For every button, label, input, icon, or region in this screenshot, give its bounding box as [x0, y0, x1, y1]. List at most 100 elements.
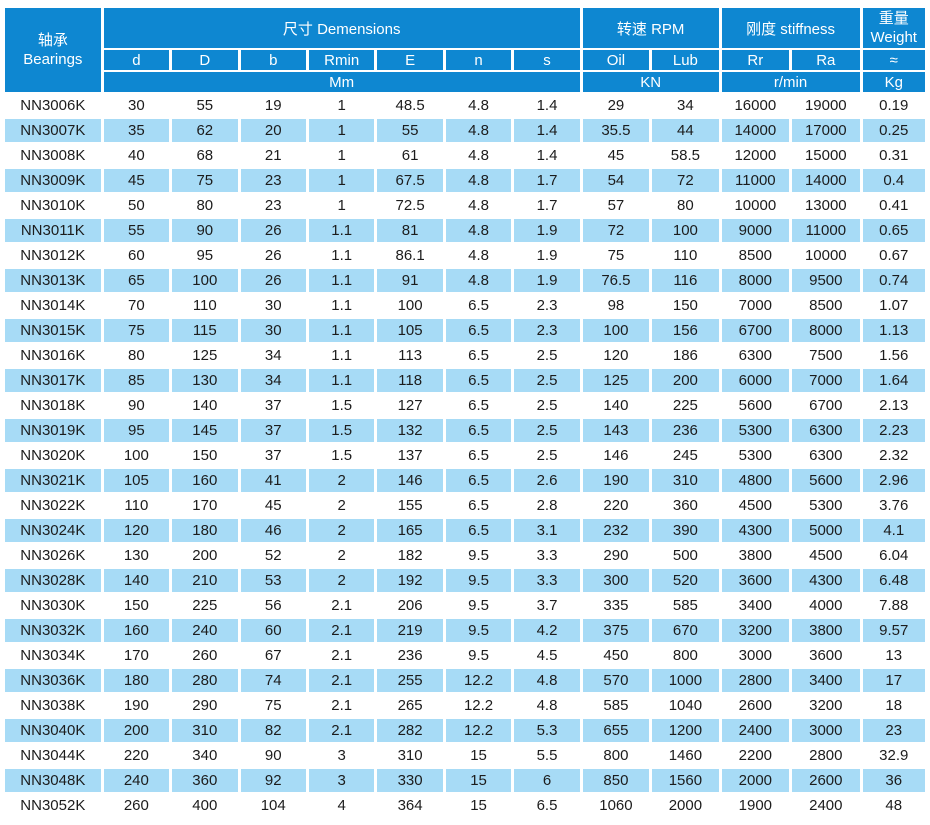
- table-row: NN3013K 65 100 26 1.1 91 4.8 1.9 76.5 116 8000 9500…: [5, 269, 925, 292]
- cell-value: 4.8: [514, 669, 580, 692]
- cell-value: 35.5: [582, 119, 650, 142]
- cell-value: 6.5: [445, 344, 512, 367]
- table-row: NN3052K 260 400 104 4 364 15 6.5 1060 2000 1900 240…: [5, 794, 925, 817]
- cell-value: 85: [103, 369, 170, 392]
- cell-value: 14000: [792, 169, 860, 192]
- cell-value: 4.1: [862, 519, 925, 542]
- cell-value: 130: [103, 544, 170, 567]
- unit-header-1: KN: [582, 72, 719, 92]
- cell-value: 240: [172, 619, 238, 642]
- cell-value: 45: [240, 494, 306, 517]
- cell-value: 74: [240, 669, 306, 692]
- cell-value: 190: [582, 469, 650, 492]
- cell-value: 90: [240, 744, 306, 767]
- cell-value: 500: [652, 544, 719, 567]
- table-row: NN3006K 30 55 19 1 48.5 4.8 1.4 29 34 16000 19000 0.…: [5, 94, 925, 117]
- cell-value: 335: [582, 594, 650, 617]
- col-header-10: Ra: [792, 50, 860, 70]
- cell-value: 2800: [792, 744, 860, 767]
- cell-value: 118: [377, 369, 443, 392]
- cell-value: 75: [172, 169, 238, 192]
- cell-value: 6.5: [445, 444, 512, 467]
- cell-value: 6.5: [445, 294, 512, 317]
- cell-value: 86.1: [377, 244, 443, 267]
- cell-value: 360: [652, 494, 719, 517]
- cell-value: 2400: [721, 719, 790, 742]
- col-header-6: s: [514, 50, 580, 70]
- cell-value: 12000: [721, 144, 790, 167]
- cell-value: 7.88: [862, 594, 925, 617]
- table-row: NN3009K 45 75 23 1 67.5 4.8 1.7 54 72 11000 14000 0.…: [5, 169, 925, 192]
- cell-value: 4.8: [445, 194, 512, 217]
- cell-bearing-name: NN3038K: [5, 694, 101, 717]
- cell-value: 81: [377, 219, 443, 242]
- col-header-7: Oil: [582, 50, 650, 70]
- cell-value: 6: [514, 769, 580, 792]
- cell-value: 9.5: [445, 644, 512, 667]
- cell-value: 2.1: [308, 619, 375, 642]
- cell-value: 2400: [792, 794, 860, 817]
- cell-value: 300: [582, 569, 650, 592]
- cell-value: 19000: [792, 94, 860, 117]
- cell-value: 4.8: [445, 119, 512, 142]
- cell-value: 375: [582, 619, 650, 642]
- cell-value: 76.5: [582, 269, 650, 292]
- table-row: NN3028K 140 210 53 2 192 9.5 3.3 300 520 3600 4300 6…: [5, 569, 925, 592]
- bearings-spec-table: 轴承 Bearings 尺寸 Demensions 转速 RPM 刚度 stif…: [2, 6, 928, 819]
- cell-value: 6000: [721, 369, 790, 392]
- cell-value: 160: [172, 469, 238, 492]
- cell-value: 30: [240, 319, 306, 342]
- cell-value: 10000: [721, 194, 790, 217]
- cell-value: 2.3: [514, 294, 580, 317]
- cell-value: 11000: [792, 219, 860, 242]
- table-row: NN3020K 100 150 37 1.5 137 6.5 2.5 146 245 5300 630…: [5, 444, 925, 467]
- cell-value: 186: [652, 344, 719, 367]
- cell-value: 2000: [721, 769, 790, 792]
- cell-value: 82: [240, 719, 306, 742]
- cell-value: 200: [652, 369, 719, 392]
- cell-value: 3600: [792, 644, 860, 667]
- cell-value: 60: [103, 244, 170, 267]
- cell-value: 11000: [721, 169, 790, 192]
- cell-value: 400: [172, 794, 238, 817]
- cell-value: 98: [582, 294, 650, 317]
- cell-value: 165: [377, 519, 443, 542]
- cell-value: 6.5: [445, 369, 512, 392]
- table-row: NN3022K 110 170 45 2 155 6.5 2.8 220 360 4500 5300 3…: [5, 494, 925, 517]
- cell-value: 4.5: [514, 644, 580, 667]
- cell-bearing-name: NN3026K: [5, 544, 101, 567]
- cell-value: 6.5: [445, 394, 512, 417]
- cell-value: 80: [103, 344, 170, 367]
- cell-value: 340: [172, 744, 238, 767]
- cell-value: 1: [308, 169, 375, 192]
- cell-value: 15: [445, 769, 512, 792]
- table-row: NN3036K 180 280 74 2.1 255 12.2 4.8 570 1000 2800 3…: [5, 669, 925, 692]
- cell-value: 26: [240, 244, 306, 267]
- cell-value: 2: [308, 519, 375, 542]
- cell-value: 4.8: [445, 244, 512, 267]
- table-row: NN3014K 70 110 30 1.1 100 6.5 2.3 98 150 7000 8500 1…: [5, 294, 925, 317]
- cell-value: 1.4: [514, 144, 580, 167]
- table-row: NN3044K 220 340 90 3 310 15 5.5 800 1460 2200 2800 3…: [5, 744, 925, 767]
- cell-value: 5000: [792, 519, 860, 542]
- cell-value: 1: [308, 94, 375, 117]
- cell-value: 2.5: [514, 344, 580, 367]
- cell-value: 40: [103, 144, 170, 167]
- cell-value: 26: [240, 269, 306, 292]
- cell-bearing-name: NN3017K: [5, 369, 101, 392]
- cell-value: 23: [240, 169, 306, 192]
- table-row: NN3048K 240 360 92 3 330 15 6 850 1560 2000 2600 36: [5, 769, 925, 792]
- cell-value: 146: [377, 469, 443, 492]
- header-group-dimensions: 尺寸 Demensions: [103, 8, 580, 48]
- cell-bearing-name: NN3013K: [5, 269, 101, 292]
- cell-value: 6.5: [445, 469, 512, 492]
- cell-value: 4.2: [514, 619, 580, 642]
- cell-value: 48: [862, 794, 925, 817]
- cell-value: 220: [103, 744, 170, 767]
- cell-value: 1.13: [862, 319, 925, 342]
- cell-value: 2.96: [862, 469, 925, 492]
- cell-value: 3.3: [514, 569, 580, 592]
- cell-bearing-name: NN3019K: [5, 419, 101, 442]
- cell-value: 6700: [792, 394, 860, 417]
- cell-value: 220: [582, 494, 650, 517]
